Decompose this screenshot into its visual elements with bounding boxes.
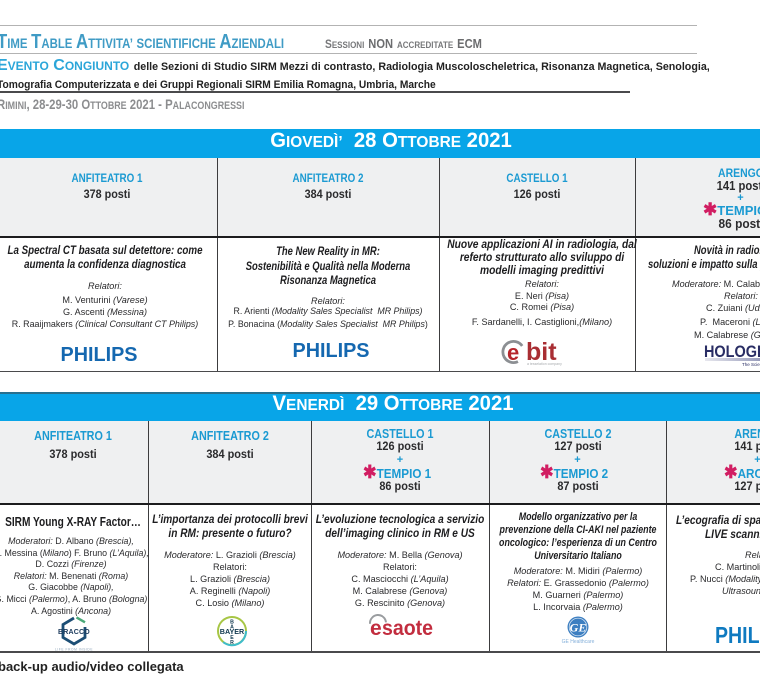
svg-text:e: e <box>507 340 519 365</box>
svg-text:E: E <box>230 635 234 641</box>
svg-text:BRACCO: BRACCO <box>58 629 90 636</box>
svg-text:B: B <box>230 620 234 626</box>
svg-text:A: A <box>230 625 234 631</box>
svg-text:R: R <box>230 640 234 646</box>
svg-text:GE: GE <box>570 621 587 635</box>
svg-text:LIFE FROM INSIDE: LIFE FROM INSIDE <box>55 648 93 652</box>
svg-text:BAYER: BAYER <box>220 627 245 636</box>
svg-text:bit: bit <box>526 338 557 366</box>
